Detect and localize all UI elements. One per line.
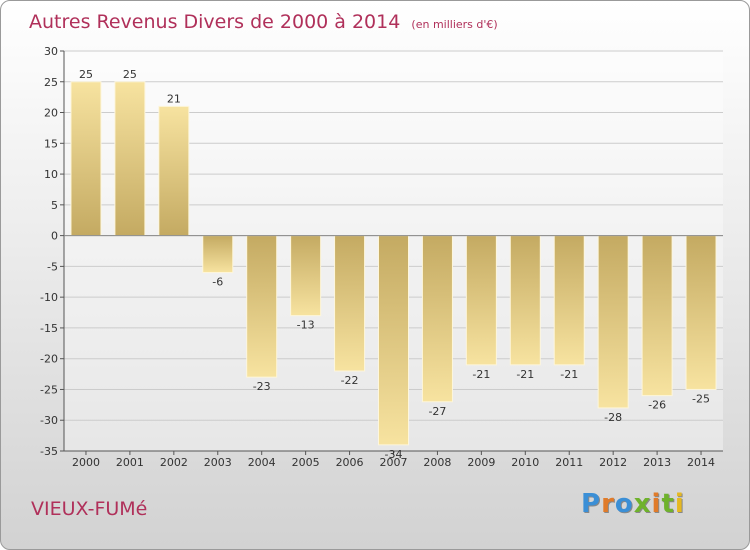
x-tick-label: 2011: [555, 456, 583, 469]
y-tick-label: -10: [40, 291, 58, 304]
data-labels: 25 25 21 -6 -23 -13 -22 -34 -27 -21 -21 -21 -28 -26 -2…: [79, 68, 710, 461]
proxiti-logo: Proxiti: [581, 489, 685, 519]
data-label: -28: [604, 411, 622, 424]
x-tick-label: 2007: [380, 456, 408, 469]
commune-name: VIEUX-FUMé: [31, 498, 148, 520]
bar: [641, 235, 673, 397]
bar: [685, 235, 717, 390]
data-label: -23: [253, 380, 271, 393]
logo-letter: P: [581, 489, 602, 519]
y-tick-label: 5: [51, 199, 58, 212]
logo-letter: i: [674, 489, 685, 519]
logo-letter: i: [651, 489, 662, 519]
data-label: 21: [167, 92, 181, 105]
bar: [114, 81, 146, 237]
data-label: -22: [341, 374, 359, 387]
logo-letter: x: [633, 489, 652, 519]
x-tick-label: 2005: [292, 456, 320, 469]
x-tick-label: 2014: [687, 456, 715, 469]
bar: [334, 235, 366, 372]
logo-letter: r: [601, 489, 615, 519]
x-tick-label: 2013: [643, 456, 671, 469]
y-tick-label: 0: [51, 230, 58, 243]
title-row: Autres Revenus Divers de 2000 à 2014 (en…: [29, 11, 498, 33]
bar: [421, 235, 453, 403]
y-tick-label: -35: [40, 445, 58, 458]
data-label: -21: [516, 368, 534, 381]
bar: [158, 105, 190, 237]
data-label: -27: [428, 405, 446, 418]
data-label: 25: [123, 68, 137, 81]
x-tick-label: 2004: [248, 456, 276, 469]
y-tick-label: -25: [40, 383, 58, 396]
y-tick-label: 30: [44, 45, 58, 58]
data-label: -34: [385, 448, 403, 461]
axes: 30 25 20 15 10 5 0 -5 -10 -15 -20 -25 -30 -35 2000 2001…: [40, 45, 723, 469]
bar: [553, 235, 585, 366]
y-tick-label: -30: [40, 414, 58, 427]
data-label: -26: [648, 399, 666, 412]
x-tick-label: 2000: [72, 456, 100, 469]
y-tick-label: -5: [47, 260, 58, 273]
data-label: 25: [79, 68, 93, 81]
x-tick-label: 2012: [599, 456, 627, 469]
bar: [597, 235, 629, 409]
bar: [509, 235, 541, 366]
data-label: -21: [560, 368, 578, 381]
bar: [202, 235, 234, 274]
data-label: -21: [472, 368, 490, 381]
y-tick-label: 15: [44, 137, 58, 150]
y-tick-label: 10: [44, 168, 58, 181]
logo-letter: t: [661, 489, 675, 519]
logo-letter: o: [614, 489, 634, 519]
x-tick-label: 2008: [423, 456, 451, 469]
bars: [70, 81, 717, 446]
bar: [290, 235, 322, 317]
x-tick-label: 2006: [336, 456, 364, 469]
chart-subtitle: (en milliers d'€): [411, 18, 498, 31]
x-tick-label: 2001: [116, 456, 144, 469]
x-tick-label: 2002: [160, 456, 188, 469]
x-tick-label: 2009: [467, 456, 495, 469]
data-label: -25: [692, 392, 710, 405]
y-tick-label: 25: [44, 76, 58, 89]
chart-title: Autres Revenus Divers de 2000 à 2014: [29, 11, 401, 33]
bar: [465, 235, 497, 366]
y-tick-label: -15: [40, 322, 58, 335]
data-label: -6: [212, 276, 223, 289]
bar: [246, 235, 278, 378]
bar: [70, 81, 102, 237]
bar: [378, 235, 409, 446]
y-tick-label: -20: [40, 353, 58, 366]
y-tick-label: 20: [44, 107, 58, 120]
data-label: -13: [297, 319, 315, 332]
x-tick-label: 2003: [204, 456, 232, 469]
x-tick-label: 2010: [511, 456, 539, 469]
